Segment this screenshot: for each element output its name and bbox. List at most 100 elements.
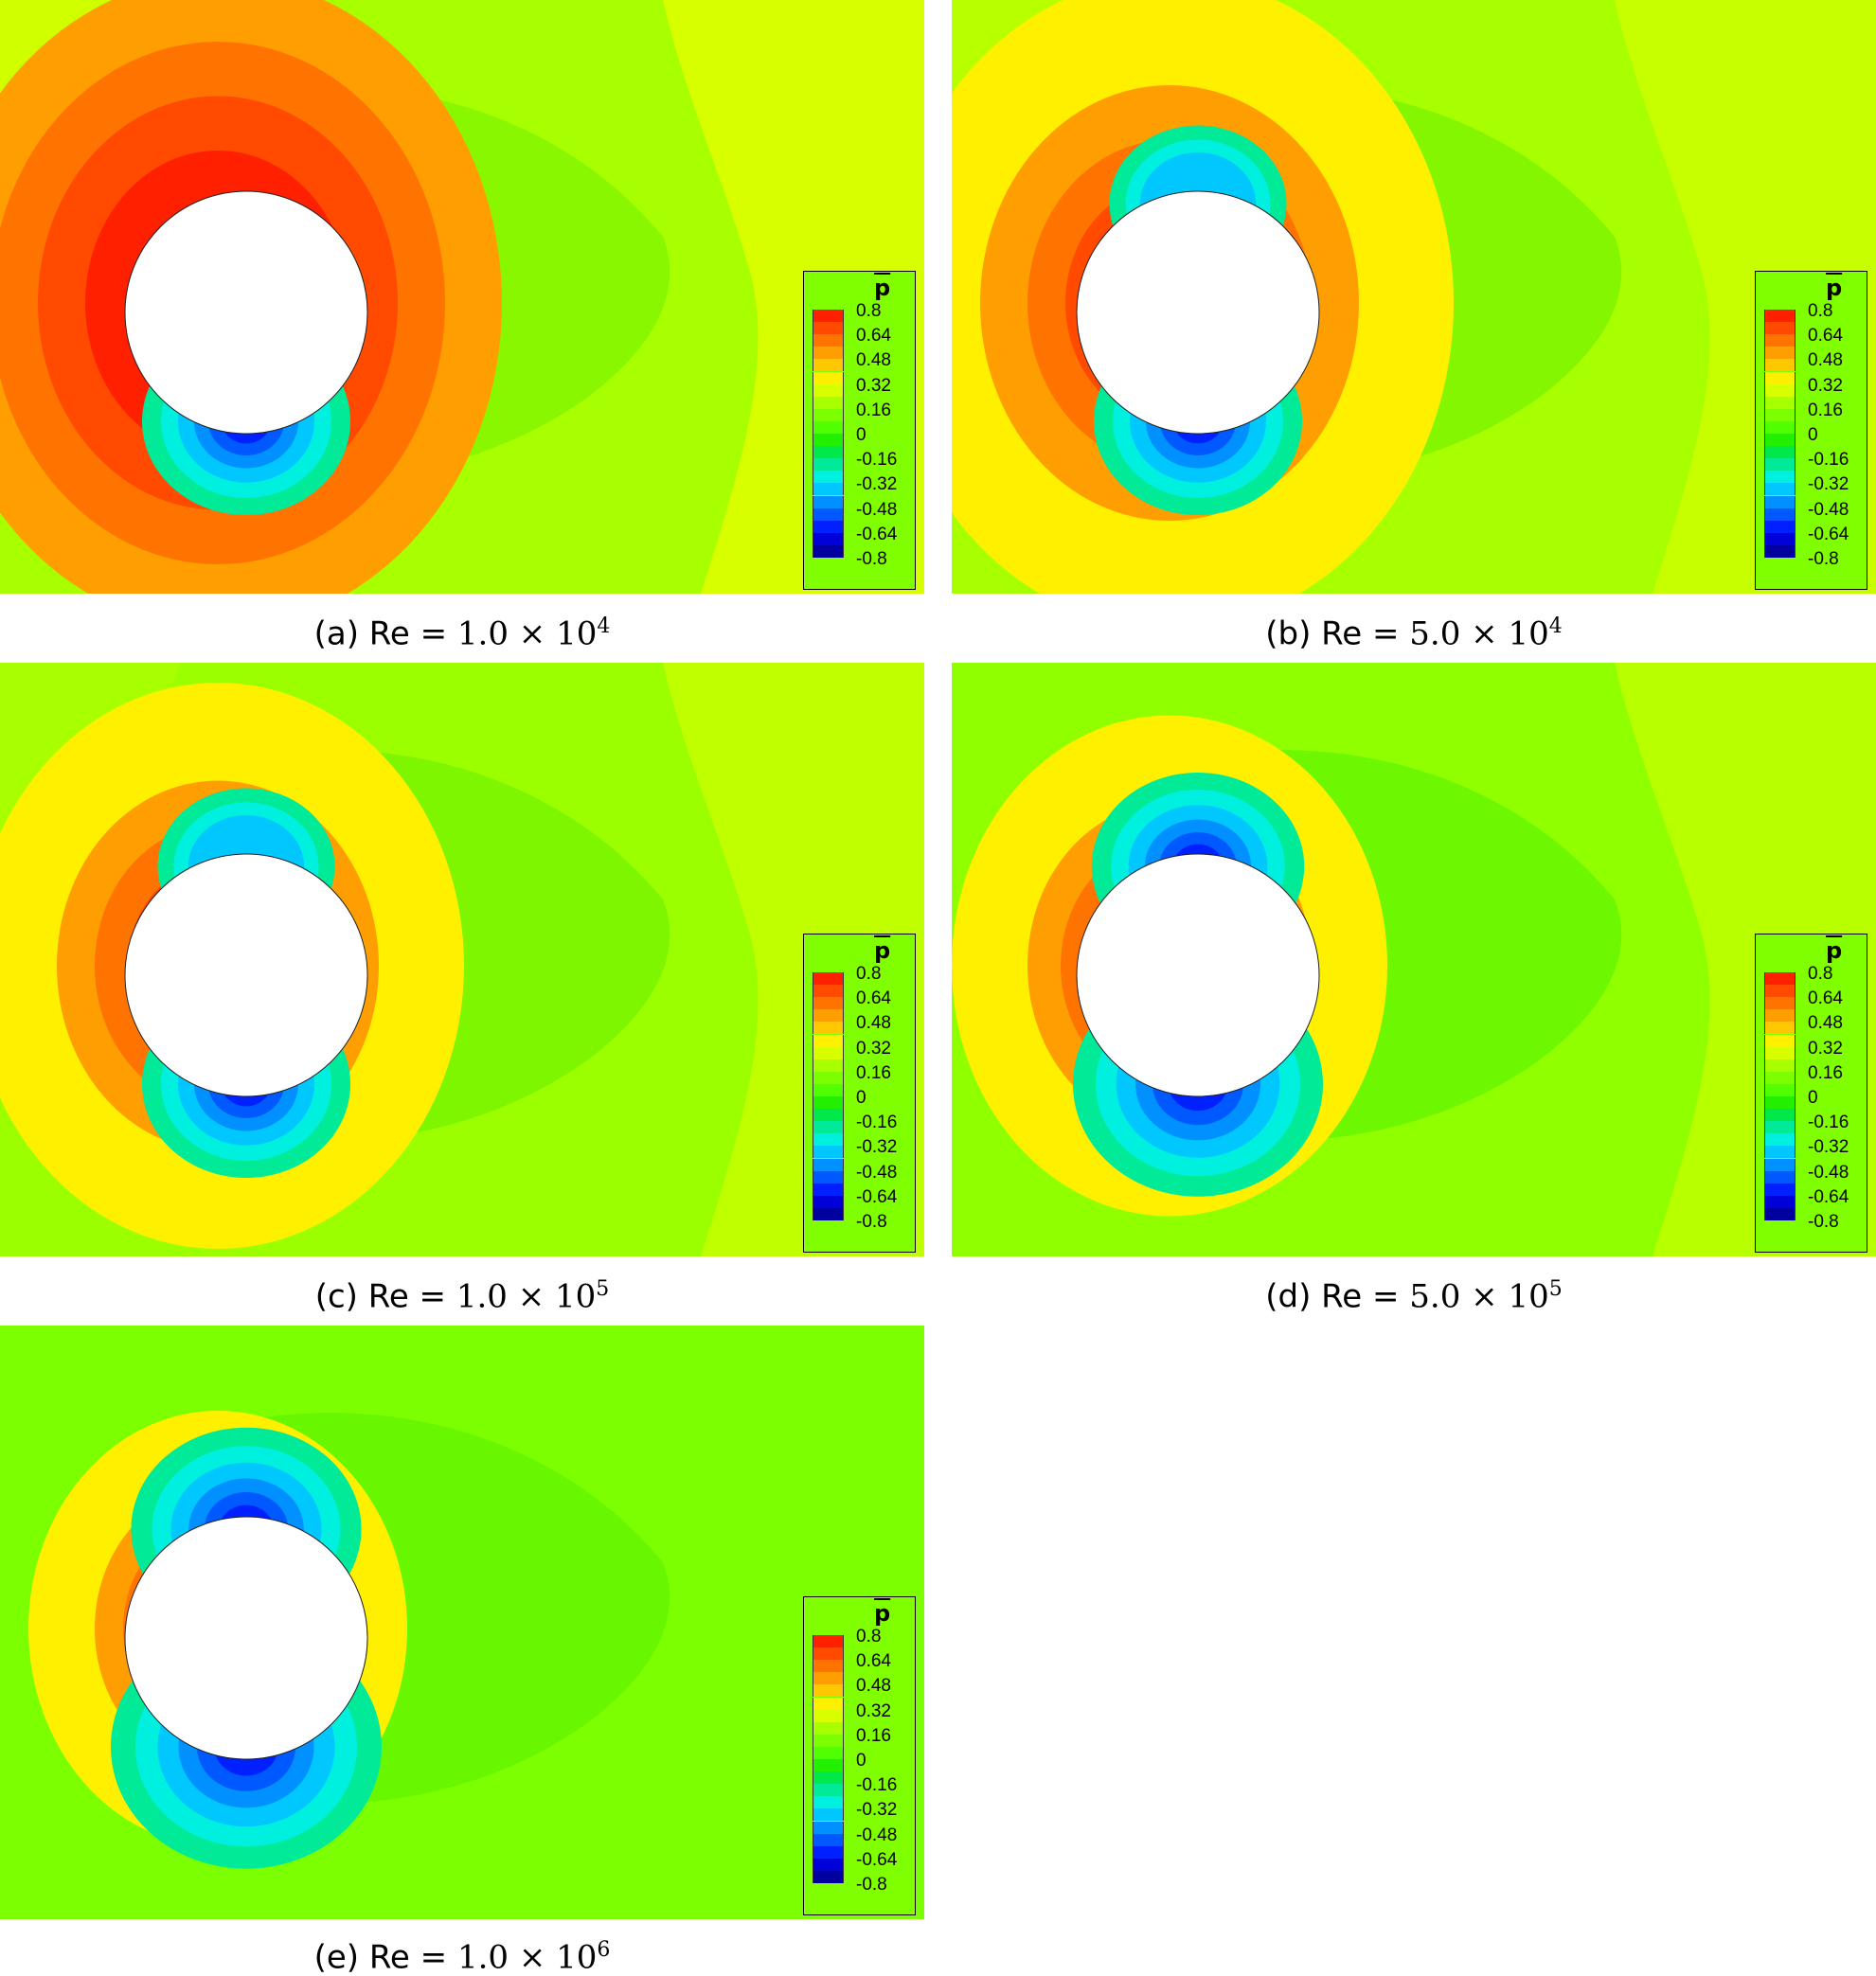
legend-swatch (813, 507, 844, 521)
legend-title: p (874, 275, 891, 301)
legend-tick-label: 0.8 (856, 1627, 882, 1647)
legend-swatch (813, 1672, 844, 1685)
legend-swatch (1764, 1009, 1796, 1023)
legend-swatch (1764, 1083, 1796, 1096)
cylinder (124, 1516, 368, 1760)
legend-tick-label: -0.16 (856, 450, 898, 471)
pressure-field-plot (952, 663, 1876, 1256)
contour-panel-c: p 0.8 0.64 0.48 0.32 0.16 0 -0.16 -0.32 -0.48 -0.6… (0, 663, 924, 1256)
legend-swatch (1764, 1170, 1796, 1184)
legend-swatch (813, 1684, 844, 1698)
legend-swatch (813, 544, 844, 558)
legend-tick-label: -0.48 (856, 1162, 898, 1183)
legend-tick-label: 0.64 (856, 988, 891, 1009)
legend-swatch (813, 1697, 844, 1710)
legend-swatch (1764, 1046, 1796, 1059)
contour-panel-e: p 0.8 0.64 0.48 0.32 0.16 0 -0.16 -0.32 -0.48 -0.6… (0, 1326, 924, 1919)
caption-exponent: 4 (597, 614, 611, 638)
panel-caption-e: (e) Re = 1.0 × 106 (0, 1931, 924, 1976)
legend-swatch (813, 985, 844, 998)
cylinder (1076, 190, 1320, 435)
legend-tick-label: 0.16 (1808, 1062, 1843, 1083)
legend-swatch (813, 1133, 844, 1147)
legend-tick-label: -0.32 (856, 1137, 898, 1158)
legend-swatch (1764, 507, 1796, 521)
legend-swatch (1764, 520, 1796, 533)
legend-swatch (813, 347, 844, 360)
caption-value: 1.0 × 10 (456, 1277, 597, 1316)
legend-swatch (813, 471, 844, 484)
contour-panel-a: p 0.8 0.64 0.48 0.32 0.16 0 -0.16 -0.32 -0.48 -0.6… (0, 0, 924, 594)
legend-swatch (813, 1183, 844, 1196)
legend-title: p (874, 1600, 891, 1627)
colorbar-legend: p 0.8 0.64 0.48 0.32 0.16 0 -0.16 -0.32 -0.48 -0.6… (803, 271, 916, 590)
legend-swatch (813, 310, 844, 322)
cylinder (124, 190, 368, 435)
legend-swatch (1764, 1022, 1796, 1035)
legend-swatch (813, 1121, 844, 1134)
legend-swatch (813, 1158, 844, 1171)
legend-swatch (813, 1845, 844, 1859)
legend-swatch (813, 532, 844, 545)
panel-caption-a: (a) Re = 1.0 × 104 (0, 608, 924, 652)
legend-tick-label: 0.32 (856, 375, 891, 396)
legend-swatch (1764, 483, 1796, 496)
legend-swatch (1764, 495, 1796, 508)
legend-swatch (1764, 383, 1796, 397)
legend-swatch (1764, 446, 1796, 459)
legend-swatch (813, 1207, 844, 1220)
caption-value: 1.0 × 10 (456, 614, 598, 653)
legend-swatch (1764, 1034, 1796, 1047)
panel-caption-c: (c) Re = 1.0 × 105 (0, 1271, 924, 1315)
legend-swatch (813, 1759, 844, 1771)
colorbar-legend: p 0.8 0.64 0.48 0.32 0.16 0 -0.16 -0.32 -0.48 -0.6… (1755, 934, 1867, 1253)
legend-tick-label: 0 (856, 1088, 867, 1108)
legend-swatch (813, 997, 844, 1010)
legend-swatch (1764, 310, 1796, 322)
legend-tick-label: 0.64 (1808, 326, 1843, 347)
legend-title: p (1826, 937, 1843, 964)
legend-swatch (813, 408, 844, 421)
pressure-field-plot (0, 663, 924, 1256)
legend-swatch (813, 1046, 844, 1059)
legend-tick-label: -0.8 (856, 549, 887, 569)
legend-tick-label: 0.8 (1808, 964, 1833, 984)
legend-swatch (813, 1833, 844, 1846)
legend-swatch (813, 458, 844, 472)
legend-swatch (1764, 972, 1796, 985)
panel-caption-b: (b) Re = 5.0 × 104 (952, 608, 1876, 652)
caption-exponent: 6 (597, 1938, 611, 1962)
caption-value: 5.0 × 10 (1409, 614, 1549, 653)
legend-swatch (813, 334, 844, 347)
legend-title: p (1826, 275, 1843, 301)
legend-swatch (1764, 1121, 1796, 1134)
legend-tick-label: -0.8 (856, 1212, 887, 1232)
legend-tick-label: -0.48 (1808, 1162, 1849, 1183)
legend-swatch (813, 1858, 844, 1871)
legend-tick-label: -0.16 (856, 1775, 898, 1796)
legend-swatch (813, 1647, 844, 1661)
colorbar-legend: p 0.8 0.64 0.48 0.32 0.16 0 -0.16 -0.32 -0.48 -0.6… (803, 1596, 916, 1915)
legend-swatch (813, 1009, 844, 1023)
legend-swatch (813, 1821, 844, 1834)
legend-tick-label: -0.8 (856, 1875, 887, 1895)
colorbar-legend: p 0.8 0.64 0.48 0.32 0.16 0 -0.16 -0.32 -0.48 -0.6… (1755, 271, 1867, 590)
pressure-field-plot (0, 1326, 924, 1919)
caption-prefix: (b) Re = (1265, 614, 1410, 653)
legend-swatch (813, 1746, 844, 1759)
legend-tick-label: 0.16 (856, 400, 891, 420)
legend-tick-label: 0.32 (1808, 375, 1843, 396)
legend-swatch (1764, 1195, 1796, 1208)
legend-tick-label: -0.64 (856, 1186, 898, 1207)
caption-prefix: (d) Re = (1265, 1277, 1410, 1316)
legend-swatch (813, 520, 844, 533)
legend-tick-label: 0.48 (856, 1676, 891, 1697)
legend-swatch (1764, 408, 1796, 421)
legend-tick-label: 0.48 (1808, 1013, 1843, 1034)
legend-swatch (813, 1146, 844, 1159)
legend-tick-label: 0.16 (1808, 400, 1843, 420)
legend-swatch (1764, 471, 1796, 484)
legend-swatch (813, 371, 844, 384)
legend-swatch (813, 1083, 844, 1096)
legend-tick-label: 0.16 (856, 1062, 891, 1083)
